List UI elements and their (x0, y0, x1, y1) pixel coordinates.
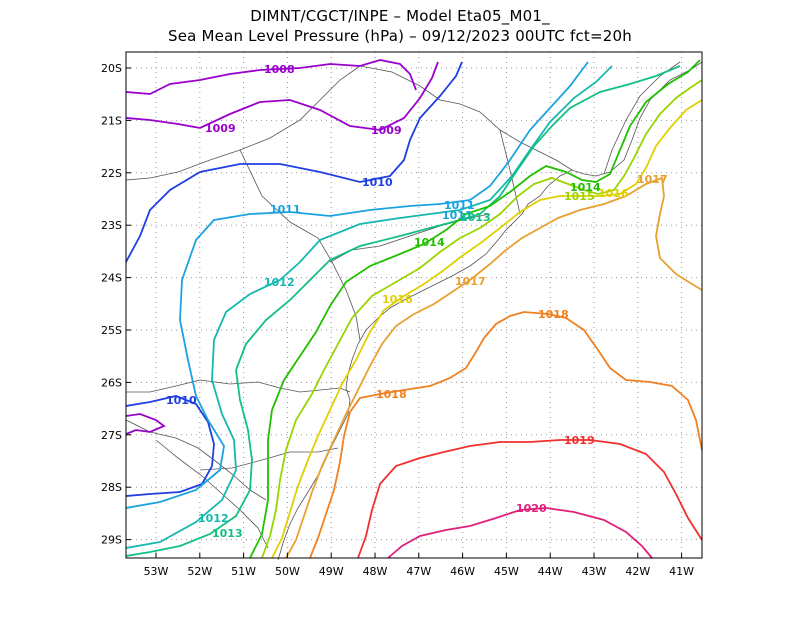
state-border (125, 65, 361, 181)
latitude-tick-labels: 20S 21S 22S 23S 24S 25S 26S 27S 28S 29S (101, 62, 131, 547)
contour-label: 1012 (264, 276, 295, 289)
contour-label: 1009 (371, 124, 402, 137)
state-border (239, 149, 361, 341)
isobar-1019 (357, 439, 703, 559)
isobar-1013 (125, 65, 681, 557)
contour-label: 1018 (376, 388, 407, 401)
lat-tick-label: 27S (101, 429, 122, 442)
isobar-1010-sw (125, 395, 215, 497)
isobar-1010 (125, 61, 463, 263)
lon-tick-label: 45W (494, 565, 519, 578)
lat-tick-label: 23S (101, 219, 122, 232)
isobar-1009-west (125, 413, 166, 435)
lon-tick-label: 47W (406, 565, 431, 578)
land-borders (125, 61, 703, 561)
lat-tick-label: 24S (101, 272, 122, 285)
contour-label: 1012 (198, 512, 229, 525)
lat-tick-label: 21S (101, 114, 122, 127)
contour-label: 1011 (444, 199, 475, 212)
chart-title-line1: DIMNT/CGCT/INPE – Model Eta05_M01_ (250, 7, 550, 25)
lon-tick-label: 50W (275, 565, 300, 578)
lon-tick-label: 53W (144, 565, 169, 578)
isobar-1016 (271, 99, 703, 559)
isobars (125, 59, 703, 559)
contour-label: 1011 (442, 209, 473, 222)
lat-tick-label: 26S (101, 376, 122, 389)
state-border (126, 379, 351, 393)
map-frame (125, 51, 703, 559)
lon-tick-label: 48W (363, 565, 388, 578)
isobar-1009 (125, 61, 439, 131)
lat-tick-label: 22S (101, 167, 122, 180)
contour-labels: 1008 1009 1009 1010 1010 1011 1011 1011 … (166, 63, 668, 540)
contour-label: 1008 (264, 63, 295, 76)
state-border (199, 447, 339, 471)
isobar-1017 (285, 176, 703, 559)
contour-label: 1010 (362, 176, 393, 189)
longitude-tick-labels: 53W 52W 51W 50W 49W 48W 47W 46W 45W 44W 43W 42W 41W (144, 553, 694, 578)
lat-tick-label: 25S (101, 324, 122, 337)
contour-label: 1016 (598, 187, 629, 200)
lon-tick-label: 51W (231, 565, 256, 578)
contour-label: 1013 (460, 211, 491, 224)
contour-label: 1017 (455, 275, 486, 288)
contour-label: 1018 (538, 308, 569, 321)
contour-label: 1016 (382, 293, 413, 306)
lon-tick-label: 41W (669, 565, 694, 578)
contour-label: 1011 (270, 203, 301, 216)
river-border (125, 419, 267, 501)
lon-tick-label: 43W (582, 565, 607, 578)
isobar-1014 (249, 59, 701, 559)
river-border (155, 439, 269, 549)
state-border (603, 61, 681, 175)
contour-label: 1014 (414, 236, 445, 249)
state-border (499, 129, 521, 215)
isobar-1020 (387, 507, 653, 559)
lat-tick-label: 28S (101, 481, 122, 494)
contour-label: 1009 (205, 122, 236, 135)
contour-label: 1019 (564, 434, 595, 447)
coastline (277, 61, 703, 561)
isobar-1008 (125, 59, 417, 95)
contour-label: 1020 (516, 502, 547, 515)
lon-tick-label: 42W (625, 565, 650, 578)
isobar-1011 (125, 61, 589, 509)
lon-tick-label: 44W (538, 565, 563, 578)
isobar-1018 (309, 311, 703, 559)
contour-label: 1014 (570, 181, 601, 194)
contour-label: 1010 (166, 394, 197, 407)
isobar-1015 (261, 79, 703, 559)
lon-tick-label: 52W (187, 565, 212, 578)
lon-tick-label: 49W (319, 565, 344, 578)
chart-title-line2: Sea Mean Level Pressure (hPa) – 09/12/20… (168, 27, 632, 45)
lat-tick-label: 20S (101, 62, 122, 75)
isobar-1012 (125, 65, 613, 549)
contour-label: 1015 (564, 190, 595, 203)
lon-tick-label: 46W (450, 565, 475, 578)
state-border (359, 65, 573, 171)
lat-tick-label: 29S (101, 534, 122, 547)
contour-label: 1017 (637, 173, 668, 186)
contour-label: 1013 (212, 527, 243, 540)
